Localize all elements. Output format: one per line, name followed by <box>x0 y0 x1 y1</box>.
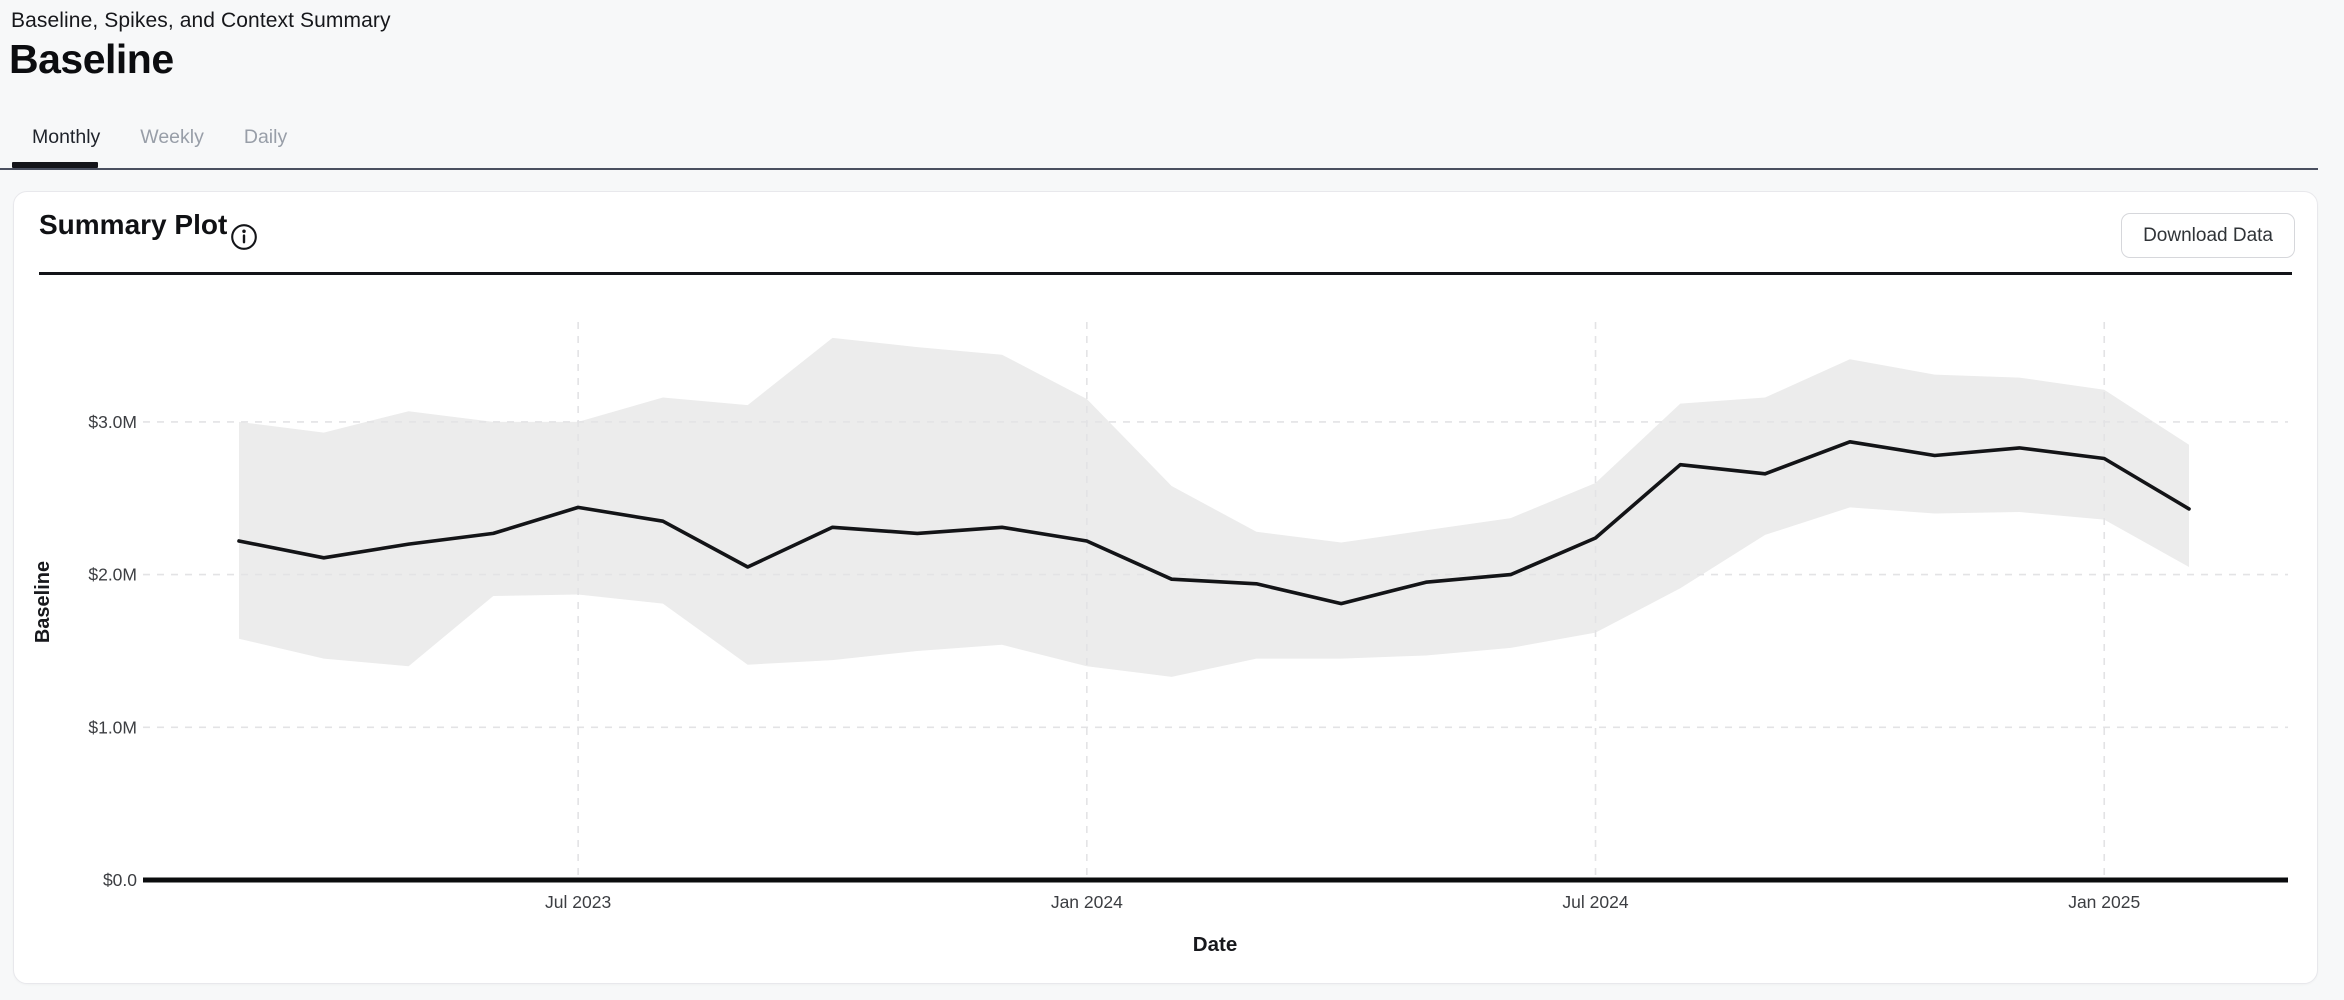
confidence-band <box>239 337 2189 677</box>
x-axis-title: Date <box>1193 933 1237 956</box>
y-tick-label: $2.0M <box>88 565 137 585</box>
download-data-button[interactable]: Download Data <box>2121 213 2295 258</box>
y-tick-label: $3.0M <box>88 412 137 432</box>
tab-bar: Monthly Weekly Daily <box>12 112 307 162</box>
page-title: Baseline, Spikes, and Context Summary <box>11 9 391 32</box>
baseline-line <box>237 439 2191 606</box>
active-tab-underline <box>12 162 98 168</box>
y-axis-title: Baseline <box>32 561 54 643</box>
tab-monthly[interactable]: Monthly <box>32 125 101 148</box>
page-heading: Baseline <box>9 36 174 82</box>
card-header-divider <box>39 272 2292 275</box>
y-tick-label: $1.0M <box>88 717 137 737</box>
x-tick-label: Jul 2024 <box>1562 892 1628 912</box>
info-circle-icon[interactable] <box>229 222 259 252</box>
card-title: Summary Plot <box>39 209 228 240</box>
tab-daily[interactable]: Daily <box>243 125 288 148</box>
x-tick-label: Jan 2024 <box>1051 892 1123 912</box>
tab-bar-divider <box>0 168 2318 170</box>
x-tick-label: Jan 2025 <box>2068 892 2140 912</box>
tab-weekly[interactable]: Weekly <box>140 125 204 148</box>
summary-plot-chart: $0.0 $1.0M $2.0M $3.0M Jul 2023 Jan 2024 Jul 2… <box>32 322 2288 956</box>
x-tick-label: Jul 2023 <box>545 892 611 912</box>
y-tick-label: $0.0 <box>103 870 137 890</box>
